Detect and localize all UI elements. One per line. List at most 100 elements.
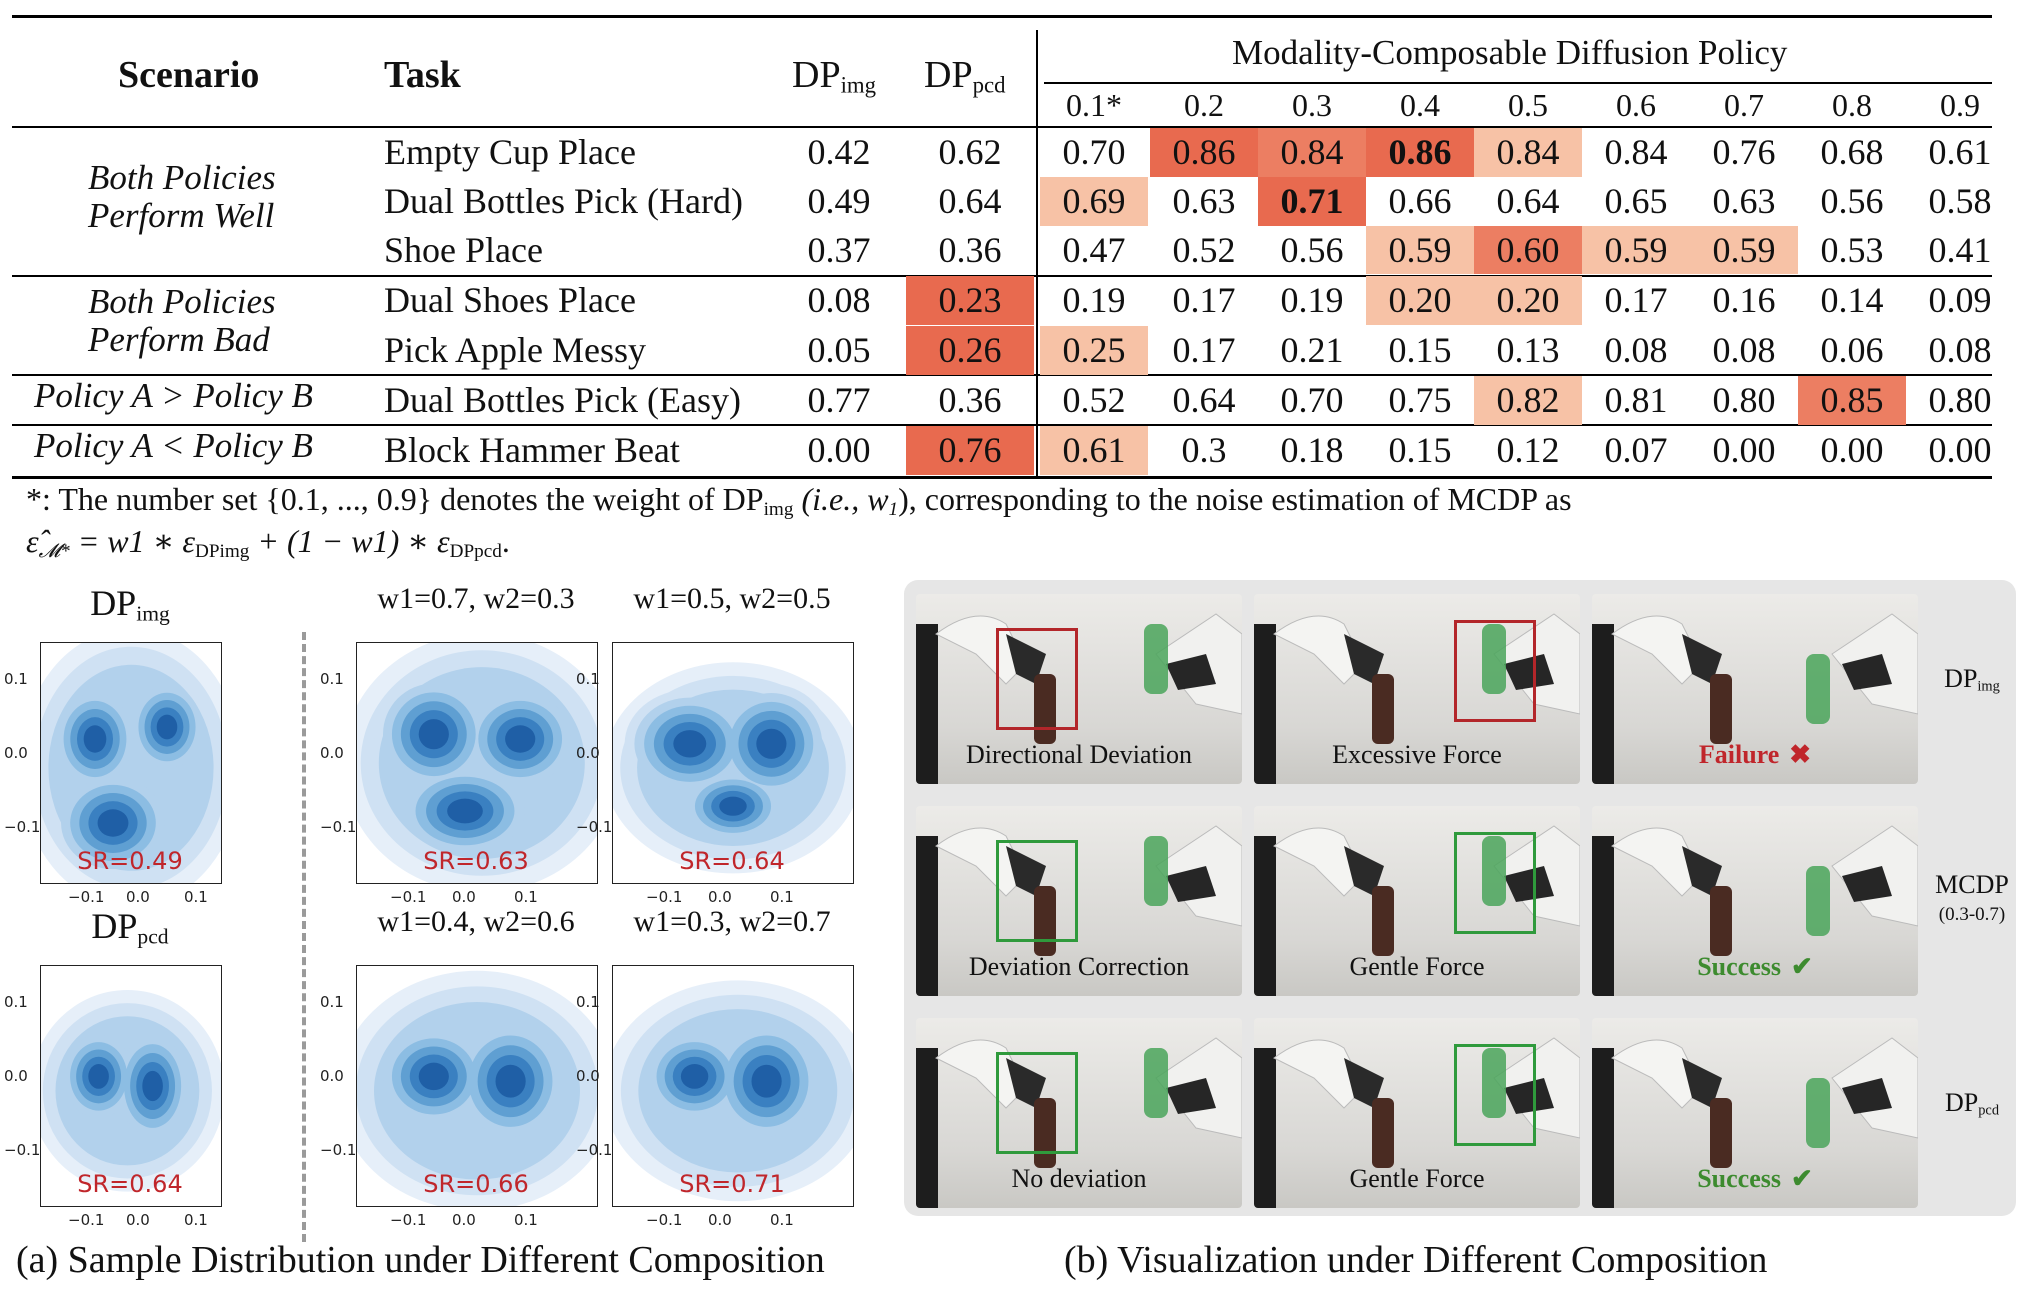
kde-density — [41, 643, 221, 883]
kde-plot — [40, 965, 222, 1207]
bottle-green — [1482, 624, 1506, 694]
y-tick-label: −0.1 — [576, 818, 613, 836]
kde-title-text: w1=0.7, w2=0.3 — [377, 582, 575, 615]
mcdp-cell: 0.14 — [1820, 280, 1884, 320]
weight-header: 0.8 — [1832, 87, 1872, 123]
kde-density — [41, 990, 221, 1192]
bottle-green — [1482, 836, 1506, 906]
focus-box — [996, 628, 1078, 730]
robot-scene — [916, 613, 1242, 784]
robot-base — [1592, 836, 1614, 996]
focus-box — [996, 1052, 1078, 1154]
gripper-left — [1344, 846, 1384, 896]
photo-caption: Directional Deviation — [916, 740, 1242, 770]
robot-scene — [1592, 825, 1918, 996]
kde-level — [673, 728, 787, 816]
robot-scene — [916, 1037, 1242, 1208]
mcdp-cell: 0.68 — [1820, 132, 1884, 172]
gripper-right — [1166, 866, 1216, 902]
y-tick-label: −0.1 — [320, 1141, 357, 1159]
footnote: *: The number set {0.1, ..., 0.9} denote… — [26, 481, 1572, 520]
task-cell: Dual Shoes Place — [384, 280, 636, 320]
focus-box — [1454, 832, 1536, 934]
kde-contour — [673, 730, 707, 758]
photo-caption-text: Success — [1697, 952, 1781, 981]
kde-title-sub: img — [136, 601, 170, 626]
kde-title-text: DP — [91, 906, 138, 946]
dp-img-cell: 0.37 — [807, 230, 871, 270]
dp-pcd-cell: 0.76 — [906, 426, 1034, 475]
mcdp-cell: 0.18 — [1280, 430, 1344, 470]
x-tick-label: 0.0 — [452, 1211, 476, 1229]
dp-pcd-cell: 0.36 — [938, 380, 1002, 420]
kde-contour — [97, 809, 129, 837]
header-task: Task — [384, 54, 461, 96]
kde-level — [83, 714, 178, 837]
dp-img-cell: 0.05 — [807, 330, 871, 370]
mcdp-cell: 0.59 — [1690, 226, 1798, 274]
gripper-right — [1504, 1078, 1554, 1114]
mcdp-cell: 0.56 — [1280, 230, 1344, 270]
kde-contour — [495, 1064, 526, 1098]
mcdp-cell: 0.84 — [1258, 128, 1366, 177]
dp-img-cell: 0.42 — [807, 132, 871, 172]
mcdp-cell: 0.20 — [1366, 276, 1474, 325]
gripper-right — [1504, 866, 1554, 902]
mcdp-cell: 0.71 — [1258, 177, 1366, 226]
robot-photo — [1254, 594, 1580, 784]
robot-base — [1254, 624, 1276, 784]
x-tick-label: −0.1 — [68, 888, 105, 906]
weight-header: 0.1* — [1066, 87, 1122, 123]
photo-caption: Gentle Force — [1254, 1164, 1580, 1194]
mcdp-cell: 0.07 — [1604, 430, 1668, 470]
dp-img-cell: 0.08 — [807, 280, 871, 320]
robot-scene — [1592, 1037, 1918, 1208]
photo-caption-text: Directional Deviation — [966, 740, 1192, 769]
bottle-green — [1806, 866, 1830, 936]
robot-scene — [1254, 825, 1580, 996]
bottle-dark — [1372, 886, 1394, 956]
weight-header: 0.9 — [1940, 87, 1980, 123]
robot-photo — [1254, 806, 1580, 996]
gripper-left — [1682, 634, 1722, 684]
mcdp-cell: 0.60 — [1474, 226, 1582, 274]
mcdp-cell: 0.86 — [1150, 128, 1258, 177]
kde-plot-title: DPimg — [20, 582, 240, 626]
kde-title-text: w1=0.5, w2=0.5 — [633, 582, 831, 615]
panel-a-caption: (a) Sample Distribution under Different … — [16, 1239, 825, 1281]
y-tick-label: 0.1 — [4, 993, 28, 1011]
photo-caption-text: Excessive Force — [1332, 740, 1502, 769]
scenario-label: Both Policies — [88, 282, 276, 321]
kde-plot — [356, 642, 598, 884]
mcdp-cell: 0.17 — [1604, 280, 1668, 320]
kde-density — [357, 970, 597, 1206]
row-side-text: DP — [1944, 1088, 1979, 1117]
dp-pcd-cell: 0.26 — [906, 326, 1034, 375]
scenario-label: Policy A < Policy B — [34, 426, 313, 465]
mcdp-cell: 0.3 — [1181, 430, 1227, 470]
mcdp-cell: 0.21 — [1280, 330, 1344, 370]
bottle-dark — [1034, 674, 1056, 744]
sr-label: SR=0.66 — [423, 1170, 529, 1198]
robot-scene — [1592, 613, 1918, 784]
mcdp-cell: 0.08 — [1712, 330, 1776, 370]
photo-caption-text: Success — [1697, 1164, 1781, 1193]
panel-a: DPimg SR=0.49 0.1 0.0 −0.1 −0.1 0.0 0.1 w1=0.7, … — [0, 580, 900, 1304]
panel-b: Directional Deviation Excessive Force Fa… — [904, 580, 2028, 1304]
x-tick-label: 0.1 — [184, 888, 208, 906]
bottle-dark — [1034, 1098, 1056, 1168]
kde-plot-title: w1=0.7, w2=0.3 — [336, 582, 616, 616]
header-mcdp: Modality-Composable Diffusion Policy — [1232, 33, 1788, 72]
x-tick-label: 0.1 — [514, 888, 538, 906]
y-tick-label: −0.1 — [320, 818, 357, 836]
mcdp-cell: 0.00 — [1928, 430, 1992, 470]
mcdp-cell: 0.19 — [1062, 280, 1126, 320]
weight-header: 0.6 — [1616, 87, 1656, 123]
mcdp-cell: 0.85 — [1798, 376, 1906, 425]
mcdp-cell: 0.70 — [1280, 380, 1344, 420]
task-cell: Block Hammer Beat — [384, 430, 680, 470]
sr-label: SR=0.71 — [679, 1170, 785, 1198]
kde-plot — [40, 642, 222, 884]
robot-photo — [916, 806, 1242, 996]
kde-density — [613, 662, 853, 874]
